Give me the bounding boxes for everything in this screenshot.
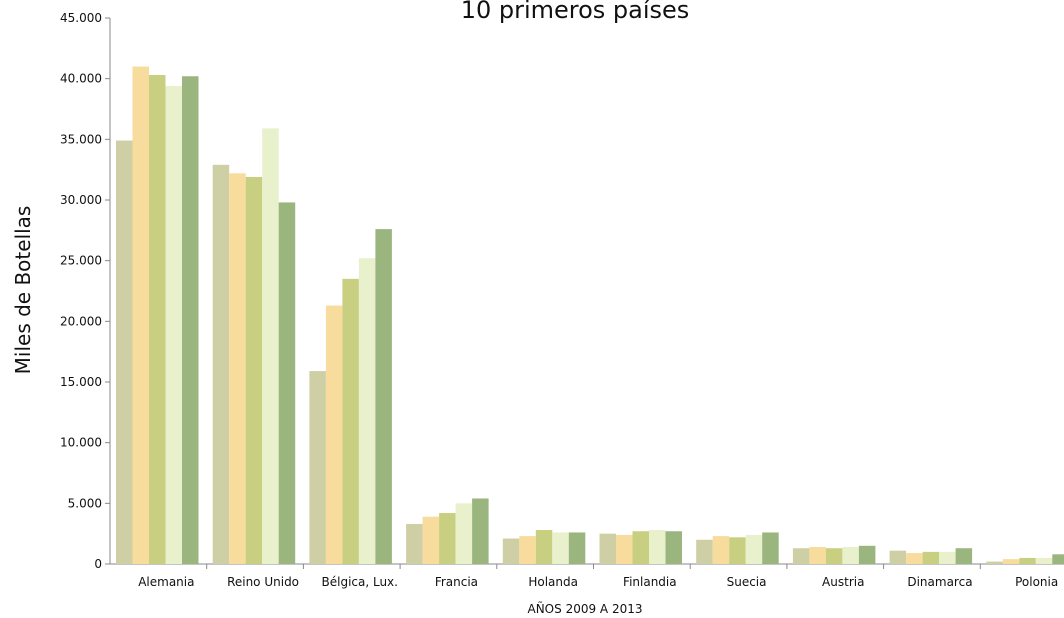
bar xyxy=(842,547,859,564)
y-ticks: 0 5.000 10.000 15.000 20.000 25.000 30.000 35.0… xyxy=(60,11,110,571)
x-tick-label: Polonia xyxy=(1015,575,1058,589)
bar xyxy=(955,548,973,564)
bar xyxy=(422,516,440,564)
x-tick-label: Finlandia xyxy=(623,575,677,589)
x-ticks: Alemania Reino Unido Bélgica, Lux. Francia H… xyxy=(138,564,1058,589)
y-axis-label: Miles de Botellas xyxy=(11,206,35,375)
bar xyxy=(519,536,536,564)
bar xyxy=(762,532,779,564)
bar xyxy=(1052,554,1064,564)
bar xyxy=(439,513,456,564)
x-tick-label: Austria xyxy=(822,575,864,589)
bar xyxy=(616,534,633,564)
y-tick-label: 5.000 xyxy=(68,496,102,510)
bar xyxy=(325,305,343,564)
bar xyxy=(809,547,826,564)
y-tick-label: 40.000 xyxy=(60,72,102,86)
bar xyxy=(712,536,730,564)
bar xyxy=(986,561,1003,564)
bar xyxy=(632,531,649,564)
bar xyxy=(149,75,166,564)
bar xyxy=(309,371,326,564)
bar xyxy=(132,66,149,565)
bar xyxy=(665,531,682,564)
chart-title: 10 primeros países xyxy=(461,0,690,24)
x-tick-label: Reino Unido xyxy=(227,575,299,589)
x-axis-label: AÑOS 2009 A 2013 xyxy=(528,601,643,616)
bar xyxy=(649,530,666,564)
bar xyxy=(342,278,359,564)
bar xyxy=(745,534,763,564)
bar xyxy=(1035,557,1053,564)
bar xyxy=(792,548,810,564)
y-tick-label: 20.000 xyxy=(60,314,102,328)
x-tick-label: Francia xyxy=(435,575,478,589)
bar xyxy=(1002,559,1020,564)
bar xyxy=(599,533,616,564)
bar xyxy=(229,173,246,564)
x-tick-label: Bélgica, Lux. xyxy=(322,575,398,589)
bar xyxy=(535,530,553,564)
bar xyxy=(455,503,473,564)
bar xyxy=(825,548,843,564)
bar xyxy=(358,258,376,564)
y-tick-label: 0 xyxy=(94,557,102,571)
bar xyxy=(245,176,263,565)
y-tick-label: 25.000 xyxy=(60,254,102,268)
x-tick-label: Alemania xyxy=(138,575,194,589)
bar xyxy=(729,537,746,564)
y-tick-label: 15.000 xyxy=(60,375,102,389)
x-tick-label: Holanda xyxy=(528,575,578,589)
bar xyxy=(696,539,713,564)
y-tick-label: 10.000 xyxy=(60,436,102,450)
bar xyxy=(858,545,876,564)
bar xyxy=(278,202,296,564)
bar xyxy=(922,551,940,564)
bar xyxy=(212,164,230,564)
bar xyxy=(182,76,199,565)
y-tick-label: 30.000 xyxy=(60,193,102,207)
bar xyxy=(568,532,586,564)
y-tick-label: 45.000 xyxy=(60,11,102,25)
bar xyxy=(165,85,182,565)
bar xyxy=(502,538,520,564)
x-tick-label: Dinamarca xyxy=(907,575,972,589)
bar xyxy=(375,229,392,564)
bars xyxy=(116,66,1064,565)
bar xyxy=(889,550,907,564)
bar xyxy=(552,532,569,564)
bar xyxy=(472,498,489,564)
bar xyxy=(262,128,279,564)
bar xyxy=(406,523,423,564)
bar xyxy=(116,140,133,564)
bar xyxy=(1019,557,1036,564)
bar xyxy=(906,553,923,564)
y-tick-label: 35.000 xyxy=(60,132,102,146)
bar xyxy=(939,551,956,564)
x-tick-label: Suecia xyxy=(727,575,767,589)
